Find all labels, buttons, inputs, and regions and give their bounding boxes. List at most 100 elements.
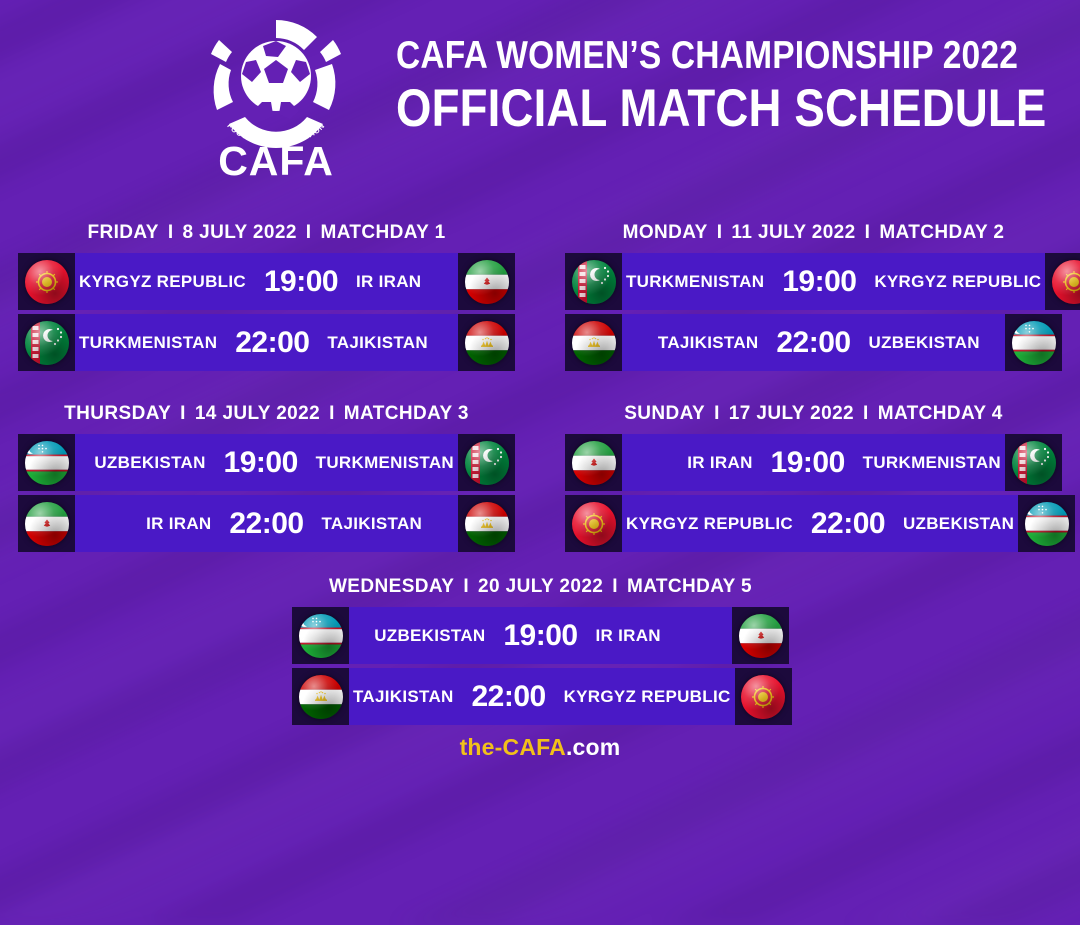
- uzbekistan-flag: [25, 441, 69, 485]
- home-flag-cell: [18, 434, 75, 491]
- tajikistan-flag: [299, 675, 343, 719]
- away-team-name: UZBEKISTAN: [889, 514, 1014, 534]
- matchday-weekday: SUNDAY: [624, 403, 705, 424]
- away-flag-cell: [732, 607, 789, 664]
- match-time: 19:00: [220, 446, 302, 480]
- away-team-name: UZBEKISTAN: [855, 333, 1002, 353]
- home-flag-cell: [565, 314, 622, 371]
- match-time: 19:00: [260, 265, 342, 299]
- matchday-label: MATCHDAY 4: [878, 403, 1003, 424]
- match-row[interactable]: UZBEKISTAN 19:00 TURKMENISTAN: [18, 434, 515, 491]
- home-team-name: IR IRAN: [79, 514, 226, 534]
- home-flag-cell: [292, 607, 349, 664]
- turkmenistan-flag: [1012, 441, 1056, 485]
- match-row[interactable]: IR IRAN 22:00 TAJIKISTAN: [18, 495, 515, 552]
- home-team-name: KYRGYZ REPUBLIC: [626, 514, 807, 534]
- away-team-name: KYRGYZ REPUBLIC: [550, 687, 731, 707]
- matchday-label: MATCHDAY 2: [879, 222, 1004, 243]
- uzbekistan-flag: [299, 614, 343, 658]
- ir-iran-flag: [739, 614, 783, 658]
- home-flag-cell: [565, 434, 622, 491]
- home-flag-cell: [18, 495, 75, 552]
- match-time: 19:00: [500, 619, 582, 653]
- header-separator: I: [320, 403, 344, 425]
- matchday-date: 8 JULY 2022: [183, 222, 297, 243]
- header-separator: I: [159, 222, 183, 244]
- match-row[interactable]: TAJIKISTAN 22:00 UZBEKISTAN: [565, 314, 1062, 371]
- home-team-name: TURKMENISTAN: [626, 272, 778, 292]
- poster-title-line-1: CAFA WOMEN’S CHAMPIONSHIP 2022: [396, 36, 1046, 77]
- home-flag-cell: [565, 253, 622, 310]
- tajikistan-flag: [465, 502, 509, 546]
- away-flag-cell: [1018, 495, 1075, 552]
- header-separator: I: [454, 576, 478, 598]
- matchday-label: MATCHDAY 3: [344, 403, 469, 424]
- match-row[interactable]: UZBEKISTAN 19:00 IR IRAN: [292, 607, 789, 664]
- away-team-name: TURKMENISTAN: [849, 453, 1001, 473]
- footer-tld[interactable]: .com: [566, 734, 620, 760]
- match-row[interactable]: TURKMENISTAN 22:00 TAJIKISTAN: [18, 314, 515, 371]
- home-flag-cell: [18, 314, 75, 371]
- away-flag-cell: [1045, 253, 1080, 310]
- home-flag-cell: [18, 253, 75, 310]
- matchday-weekday: THURSDAY: [64, 403, 171, 424]
- uzbekistan-flag: [1025, 502, 1069, 546]
- matchday-weekday: FRIDAY: [87, 222, 158, 243]
- match-time: 22:00: [468, 680, 550, 714]
- match-time: 22:00: [807, 507, 889, 541]
- kyrgyz-republic-flag: [572, 502, 616, 546]
- away-team-name: IR IRAN: [342, 272, 454, 292]
- match-row[interactable]: TAJIKISTAN 22:00 KYRGYZ REPUBLIC: [292, 668, 789, 725]
- matchday-weekday: MONDAY: [623, 222, 708, 243]
- away-flag-cell: [735, 668, 792, 725]
- away-flag-cell: [458, 434, 515, 491]
- tajikistan-flag: [465, 321, 509, 365]
- matchday-date: 11 JULY 2022: [731, 222, 855, 243]
- home-team-name: IR IRAN: [626, 453, 767, 473]
- match-row[interactable]: KYRGYZ REPUBLIC 19:00 IR IRAN: [18, 253, 515, 310]
- match-body: UZBEKISTAN 19:00 TURKMENISTAN: [75, 434, 458, 491]
- poster-header: CENTRAL ASIAN FOOTBALL ASSOCIATION CAFA …: [0, 0, 1080, 190]
- header-separator: I: [708, 222, 732, 244]
- turkmenistan-flag: [25, 321, 69, 365]
- header-separator: I: [297, 222, 321, 244]
- away-team-name: IR IRAN: [582, 626, 729, 646]
- match-time: 19:00: [767, 446, 849, 480]
- away-flag-cell: [458, 314, 515, 371]
- match-body: TURKMENISTAN 19:00 KYRGYZ REPUBLIC: [622, 253, 1045, 310]
- away-team-name: TAJIKISTAN: [313, 333, 454, 353]
- match-body: UZBEKISTAN 19:00 IR IRAN: [349, 607, 732, 664]
- logo-wordmark: CAFA: [218, 138, 334, 180]
- away-flag-cell: [1005, 434, 1062, 491]
- matchday-weekday: WEDNESDAY: [329, 576, 454, 597]
- turkmenistan-flag: [465, 441, 509, 485]
- footer-brand[interactable]: the-CAFA: [460, 734, 566, 760]
- match-time: 22:00: [226, 507, 308, 541]
- match-time: 22:00: [773, 326, 855, 360]
- match-row[interactable]: IR IRAN 19:00 TURKMENISTAN: [565, 434, 1062, 491]
- poster-title-line-2: OFFICIAL MATCH SCHEDULE: [396, 81, 1046, 136]
- match-row[interactable]: KYRGYZ REPUBLIC 22:00 UZBEKISTAN: [565, 495, 1062, 552]
- home-team-name: TURKMENISTAN: [79, 333, 231, 353]
- home-flag-cell: [565, 495, 622, 552]
- match-body: KYRGYZ REPUBLIC 19:00 IR IRAN: [75, 253, 458, 310]
- match-schedule-poster: CENTRAL ASIAN FOOTBALL ASSOCIATION CAFA …: [0, 0, 1080, 771]
- title-block: CAFA WOMEN’S CHAMPIONSHIP 2022 OFFICIAL …: [396, 36, 1080, 136]
- match-row[interactable]: TURKMENISTAN 19:00 KYRGYZ REPUBLIC: [565, 253, 1062, 310]
- kyrgyz-republic-flag: [1052, 260, 1080, 304]
- cafa-logo: CENTRAL ASIAN FOOTBALL ASSOCIATION CAFA: [196, 14, 356, 180]
- home-team-name: UZBEKISTAN: [353, 626, 500, 646]
- header-separator: I: [171, 403, 195, 425]
- matchday-date: 17 JULY 2022: [729, 403, 854, 424]
- ir-iran-flag: [572, 441, 616, 485]
- kyrgyz-republic-flag: [25, 260, 69, 304]
- home-flag-cell: [292, 668, 349, 725]
